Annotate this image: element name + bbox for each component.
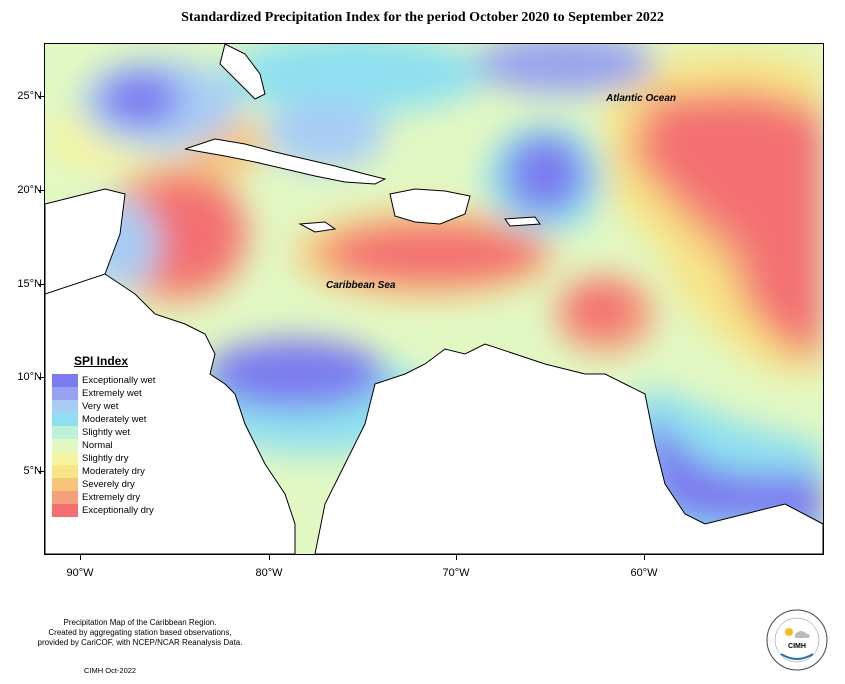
spi-legend: SPI Index Exceptionally wet Extremely wet… (52, 354, 192, 517)
legend-item: Slightly dry (52, 452, 192, 465)
atlantic-ocean-label: Atlantic Ocean (606, 93, 677, 104)
footer-line: Created by aggregating station based obs… (48, 628, 232, 637)
legend-item: Exceptionally dry (52, 504, 192, 517)
lon-label-90w: 90°W (66, 567, 94, 579)
legend-label: Moderately wet (82, 414, 147, 425)
legend-swatch (52, 491, 78, 504)
svg-text:CIMH: CIMH (788, 643, 806, 650)
lon-label-60w: 60°W (630, 567, 658, 579)
lon-label-80w: 80°W (255, 567, 283, 579)
footer-line: Precipitation Map of the Caribbean Regio… (63, 618, 217, 627)
legend-item: Exceptionally wet (52, 374, 192, 387)
legend-label: Severely dry (82, 479, 135, 490)
map-title: Standardized Precipitation Index for the… (181, 10, 664, 25)
caribbean-sea-label: Caribbean Sea (326, 280, 396, 291)
legend-label: Moderately dry (82, 466, 145, 477)
legend-swatch (52, 387, 78, 400)
legend-swatch (52, 452, 78, 465)
footer-line: provided by CariCOF, with NCEP/NCAR Rean… (37, 638, 243, 647)
legend-item: Extremely dry (52, 491, 192, 504)
legend-label: Very wet (82, 401, 119, 412)
legend-item: Moderately dry (52, 465, 192, 478)
legend-swatch (52, 478, 78, 491)
legend-swatch (52, 439, 78, 452)
legend-label: Exceptionally dry (82, 505, 154, 516)
legend-swatch (52, 465, 78, 478)
legend-swatch (52, 413, 78, 426)
legend-item: Moderately wet (52, 413, 192, 426)
footer-date: CIMH Oct-2022 (84, 666, 137, 675)
footer-description: Precipitation Map of the Caribbean Regio… (20, 618, 260, 648)
legend-label: Normal (82, 440, 113, 451)
spi-field (45, 44, 823, 554)
legend-swatch (52, 374, 78, 387)
legend-label: Exceptionally wet (82, 375, 156, 386)
legend-label: Extremely dry (82, 492, 141, 503)
legend-item: Normal (52, 439, 192, 452)
lat-label-5n: 5°N (23, 465, 42, 477)
lon-label-70w: 70°W (442, 567, 470, 579)
legend-label: Slightly dry (82, 453, 129, 464)
legend-item: Severely dry (52, 478, 192, 491)
cimh-logo-icon: CIMH (766, 609, 828, 671)
lat-label-20n: 20°N (17, 184, 42, 196)
legend-swatch (52, 504, 78, 517)
legend-swatch (52, 426, 78, 439)
legend-title: SPI Index (74, 354, 129, 368)
legend-item: Slightly wet (52, 426, 192, 439)
legend-item: Extremely wet (52, 387, 192, 400)
lat-label-15n: 15°N (17, 278, 42, 290)
legend-item: Very wet (52, 400, 192, 413)
lat-label-25n: 25°N (17, 90, 42, 102)
spi-map (44, 43, 824, 555)
legend-label: Slightly wet (82, 427, 131, 438)
legend-label: Extremely wet (82, 388, 142, 399)
legend-swatch (52, 400, 78, 413)
lat-label-10n: 10°N (17, 371, 42, 383)
